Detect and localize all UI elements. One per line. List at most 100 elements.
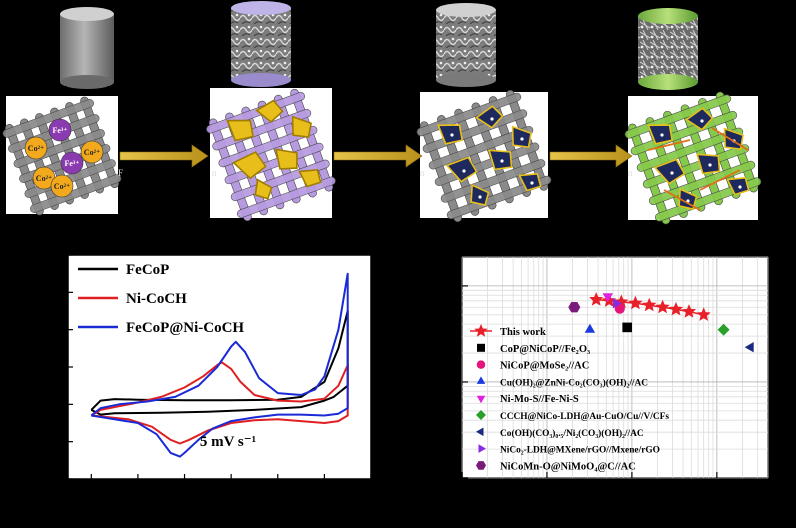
cv-curves [90, 272, 349, 458]
dot-icon [450, 133, 454, 137]
legend-marker-triangle-down [476, 395, 486, 404]
orange-strand [647, 139, 691, 151]
x-tick-label: 0.0 [83, 484, 99, 499]
nanosheet-icon [254, 178, 273, 200]
legend-label: NiCoMn-O@NiMoO₄@C//AC [500, 461, 636, 472]
legend-label: NiCo₂-LDH@MXene/rGO//Mxene/rGO [500, 446, 660, 456]
sem-cylinder-icon [436, 3, 496, 87]
cv-ticks: 0.0 0.1 0.2 0.3 0.4 0.5 0.6 -40 -20 0 20 40 60 80 [45, 248, 380, 499]
legend-label: Ni-CoCH [126, 291, 187, 307]
nanosheet-icon [475, 105, 504, 129]
nanosheet-icon [647, 124, 674, 145]
cv-curve-ni-coch [90, 361, 349, 445]
data-point-star [589, 292, 604, 306]
x-tick-label: 0.5 [316, 484, 333, 499]
y-tick-label: 100 [435, 280, 456, 295]
legend-marker-star [474, 324, 488, 337]
text-fragment: n [628, 168, 633, 178]
x-tick-label: 0.6 [363, 484, 380, 499]
cv-y-axis-label: Current density (A g⁻¹) [7, 287, 24, 446]
gold-nanosheet-group [226, 99, 322, 200]
dot-icon [478, 195, 482, 199]
ragone-grid [461, 256, 769, 479]
ion-label: Fe³⁺ [52, 126, 67, 135]
mesh-fiber [2, 99, 94, 138]
mesh-fiber [648, 160, 756, 205]
x-tick-label: 0.3 [223, 484, 240, 499]
legend-marker-circle [476, 360, 486, 369]
nanosheet-icon [255, 99, 284, 123]
data-point-hexagon [568, 302, 581, 313]
ion-label: Co²⁺ [84, 148, 100, 157]
legend-label: FeCoP [126, 262, 169, 278]
process-arrow-icon [333, 144, 423, 168]
data-point-diamond [717, 323, 730, 336]
legend-label: FeCoP@Ni-CoCH [126, 320, 244, 336]
data-point-star [668, 301, 684, 316]
nanosheet-icon [488, 149, 513, 171]
y-tick-label: -20 [45, 435, 62, 450]
x-tick-label: 10⁴ [707, 486, 726, 501]
cv-x-axis-label: Potential (V vs. Hg/HgO) [134, 506, 305, 523]
mesh-fiber [428, 125, 534, 170]
dot-icon [670, 171, 674, 175]
navy-nanosheet-group [647, 107, 750, 211]
y-tick-label: 0 [56, 397, 63, 412]
dot-icon [530, 181, 534, 185]
text-fragment: F [118, 168, 123, 178]
x-tick-label: 0.2 [176, 484, 192, 499]
legend-label: Ni-Mo-S//Fe-Ni-S [500, 394, 579, 405]
x-tick-label: 0.1 [130, 484, 146, 499]
y-tick-label: 40 [49, 323, 62, 338]
nanosheet-icon [511, 125, 532, 149]
nanosheet-icon [445, 156, 478, 183]
text-fragment: n [420, 168, 425, 178]
dot-icon [700, 119, 704, 123]
data-point-star [642, 297, 657, 312]
ragone-legend: This work CoP@NiCoP//Fe₂O₃ NiCoP@MoSe₂//AC… [470, 324, 669, 472]
mesh-fiber [636, 127, 744, 172]
green-cylinder-icon [638, 8, 698, 90]
nanosheet-icon [470, 183, 490, 206]
process-arrows [119, 144, 633, 168]
dot-icon [660, 133, 664, 137]
navy-nanosheet-group [437, 105, 542, 206]
dot-icon [686, 199, 690, 203]
y-tick-label: 10 [442, 376, 456, 391]
process-arrow-icon [119, 144, 209, 168]
y-tick-label: -40 [45, 472, 62, 487]
mesh-fiber [440, 159, 546, 203]
co-ion-icon [50, 174, 74, 198]
x-tick-label: 10³ [623, 486, 641, 501]
ragone-points [568, 292, 754, 353]
dot-icon [462, 169, 466, 173]
data-point-square [622, 322, 632, 333]
synthesis-schematic: Co²⁺Fe³⁺Co²⁺Fe³⁺Co²⁺Co²⁺ [2, 1, 762, 225]
data-point-triangle-up [584, 323, 596, 333]
data-point-triangle-down [602, 293, 613, 303]
legend-marker-triangle-up [476, 376, 486, 384]
orange-strand [699, 169, 741, 191]
legend-marker-triangle-left [476, 427, 484, 437]
nanosheet-icon [653, 158, 686, 185]
dot-icon [738, 185, 742, 189]
nanosheet-icon [291, 115, 312, 139]
y-tick-label: 20 [49, 360, 62, 375]
data-point-triangle-right [613, 298, 622, 309]
scan-rate-annotation: 5 mV s⁻¹ [200, 434, 256, 450]
data-point-star [696, 307, 711, 321]
data-point-star [681, 304, 697, 318]
x-tick-label: 10¹ [453, 486, 471, 501]
dot-icon [490, 117, 494, 121]
data-point-star [628, 295, 643, 310]
grey-cylinder-icon [60, 7, 114, 89]
ion-label: Co²⁺ [28, 144, 44, 153]
orange-strand [663, 189, 701, 211]
nanosheet-icon [685, 107, 714, 131]
y-tick-label: 1 [449, 472, 456, 487]
co-ion-icon [24, 136, 48, 160]
ragone-chart: 10¹ 10² 10³ 10⁴ 1 10 100 This work CoP@NiCoP//F… [407, 256, 769, 523]
x-tick-label: 0.4 [270, 484, 287, 499]
legend-label: CoP@NiCoP//Fe₂O₃ [500, 344, 590, 355]
